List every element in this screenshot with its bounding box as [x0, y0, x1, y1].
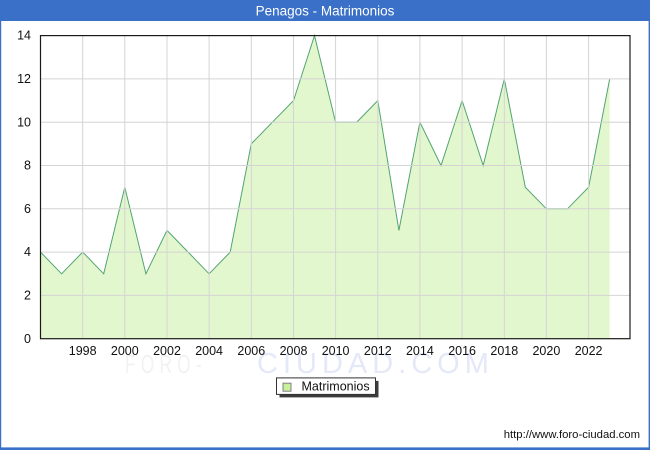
svg-text:4: 4	[24, 245, 31, 259]
svg-text:1998: 1998	[69, 344, 97, 358]
svg-text:2008: 2008	[280, 344, 308, 358]
svg-text:8: 8	[24, 159, 31, 173]
svg-text:2010: 2010	[322, 344, 350, 358]
svg-text:2016: 2016	[448, 344, 476, 358]
svg-text:2018: 2018	[490, 344, 518, 358]
svg-text:2000: 2000	[111, 344, 139, 358]
svg-text:2004: 2004	[195, 344, 223, 358]
svg-text:2020: 2020	[532, 344, 560, 358]
svg-text:2002: 2002	[153, 344, 181, 358]
svg-text:FORO-: FORO-	[125, 349, 207, 379]
svg-text:10: 10	[17, 115, 31, 129]
svg-text:14: 14	[17, 29, 31, 43]
svg-text:Penagos - Matrimonios: Penagos - Matrimonios	[256, 4, 395, 19]
svg-text:Matrimonios: Matrimonios	[302, 380, 370, 394]
svg-text:2: 2	[24, 289, 31, 303]
svg-text:6: 6	[24, 202, 31, 216]
svg-text:2012: 2012	[364, 344, 392, 358]
svg-text:2022: 2022	[575, 344, 603, 358]
svg-text:http://www.foro-ciudad.com: http://www.foro-ciudad.com	[504, 429, 640, 441]
svg-text:2014: 2014	[406, 344, 434, 358]
svg-text:2006: 2006	[237, 344, 265, 358]
svg-text:0: 0	[24, 332, 31, 346]
svg-text:CIUDAD.COM: CIUDAD.COM	[257, 348, 494, 380]
svg-text:12: 12	[17, 72, 31, 86]
